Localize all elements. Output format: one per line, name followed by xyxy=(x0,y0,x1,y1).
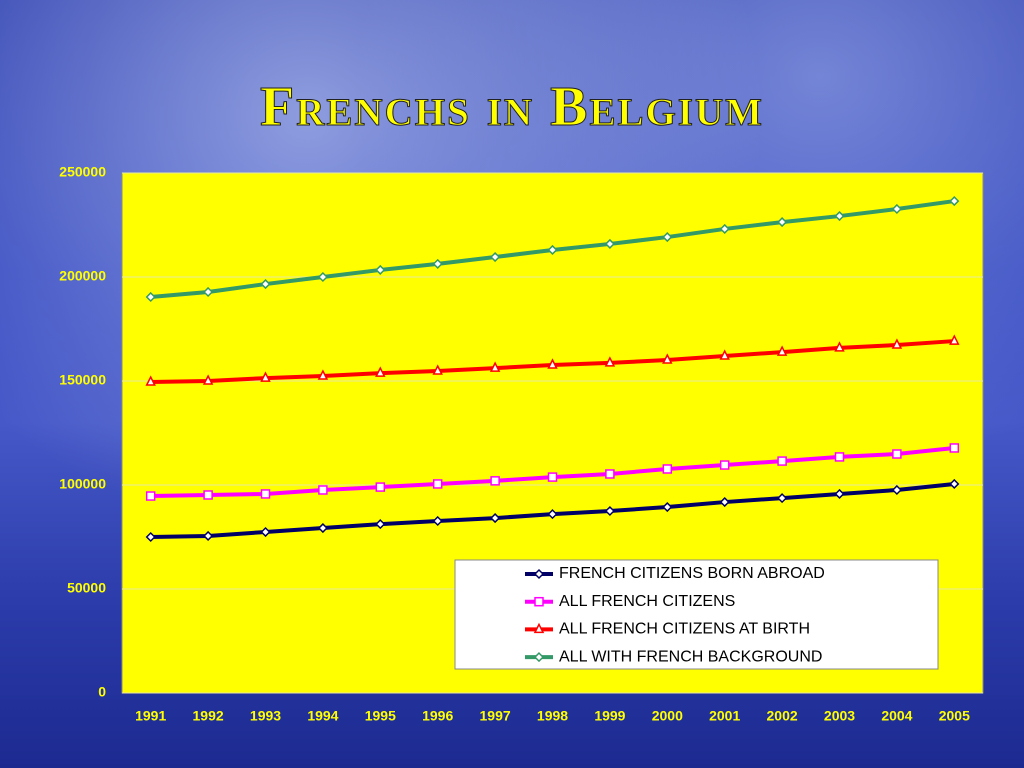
marker xyxy=(375,519,386,530)
marker xyxy=(145,375,156,386)
marker xyxy=(662,501,673,513)
marker xyxy=(203,530,214,542)
marker xyxy=(547,472,558,482)
marker xyxy=(662,232,673,243)
marker xyxy=(719,223,730,235)
y-tick-label: 250000 xyxy=(59,164,106,180)
marker xyxy=(489,361,501,372)
x-tick-label: 2003 xyxy=(824,708,855,724)
marker xyxy=(604,238,615,249)
marker xyxy=(777,456,787,466)
chart-title: Frenchs in Belgium xyxy=(260,76,764,138)
legend-marker xyxy=(534,596,544,607)
legend-marker xyxy=(533,622,545,634)
x-tick-label: 1994 xyxy=(307,708,338,724)
marker xyxy=(891,203,902,215)
y-tick-label: 150000 xyxy=(59,372,106,388)
marker xyxy=(432,479,443,489)
y-tick-label: 0 xyxy=(98,684,106,700)
legend-label: ALL WITH FRENCH BACKGROUND xyxy=(559,648,822,665)
legend-label: FRENCH CITIZENS BORN ABROAD xyxy=(559,565,825,582)
marker xyxy=(318,485,328,495)
marker xyxy=(892,449,902,459)
x-tick-label: 1991 xyxy=(135,708,166,724)
x-tick-label: 1992 xyxy=(193,708,224,724)
marker xyxy=(547,244,558,256)
x-tick-label: 2000 xyxy=(652,708,683,724)
marker xyxy=(260,371,271,382)
marker xyxy=(260,489,271,499)
y-tick-label: 50000 xyxy=(67,580,106,596)
marker xyxy=(777,217,788,228)
marker xyxy=(949,196,960,207)
marker xyxy=(662,464,673,474)
marker xyxy=(317,369,329,380)
marker xyxy=(834,341,845,352)
legend-box xyxy=(454,559,939,670)
marker xyxy=(949,334,960,345)
marker xyxy=(834,488,845,500)
marker xyxy=(432,364,443,375)
marker xyxy=(375,482,386,492)
marker xyxy=(145,531,156,543)
y-tick-label: 200000 xyxy=(59,268,106,284)
legend-label: ALL FRENCH CITIZENS xyxy=(559,593,735,610)
marker xyxy=(432,515,443,527)
marker xyxy=(891,338,903,349)
marker xyxy=(949,443,960,453)
marker xyxy=(891,484,902,496)
marker xyxy=(719,349,730,360)
marker xyxy=(490,251,501,263)
x-tick-label: 1995 xyxy=(365,708,396,724)
marker xyxy=(202,374,214,385)
marker xyxy=(777,493,788,504)
marker xyxy=(317,522,328,534)
marker xyxy=(203,490,213,500)
marker xyxy=(375,264,386,275)
marker xyxy=(547,509,558,520)
marker xyxy=(834,452,845,462)
marker xyxy=(260,526,271,538)
marker xyxy=(604,505,615,517)
marker xyxy=(317,271,328,283)
marker xyxy=(375,366,386,377)
legend-marker xyxy=(533,652,545,663)
x-tick-label: 1998 xyxy=(537,708,568,724)
x-tick-label: 1996 xyxy=(422,708,453,724)
marker xyxy=(547,358,558,369)
marker xyxy=(662,353,673,364)
x-tick-label: 1999 xyxy=(594,708,625,724)
marker xyxy=(605,469,615,479)
x-tick-label: 2002 xyxy=(767,708,798,724)
x-tick-label: 2005 xyxy=(939,708,970,724)
marker xyxy=(260,279,271,290)
x-tick-label: 1993 xyxy=(250,708,281,724)
marker xyxy=(490,476,500,486)
marker xyxy=(776,345,788,356)
marker xyxy=(719,460,730,470)
marker xyxy=(604,356,616,367)
x-tick-label: 2001 xyxy=(709,708,740,724)
legend-label: ALL FRENCH CITIZENS AT BIRTH xyxy=(559,621,810,638)
marker xyxy=(834,210,845,222)
marker xyxy=(719,496,730,508)
marker xyxy=(145,291,156,303)
marker xyxy=(490,513,501,524)
marker xyxy=(145,491,156,501)
marker xyxy=(203,286,214,298)
legend-marker xyxy=(533,568,545,580)
marker xyxy=(949,478,960,490)
marker xyxy=(432,258,443,269)
x-tick-label: 2004 xyxy=(881,708,912,724)
x-tick-label: 1997 xyxy=(480,708,511,724)
y-tick-label: 100000 xyxy=(59,476,106,492)
